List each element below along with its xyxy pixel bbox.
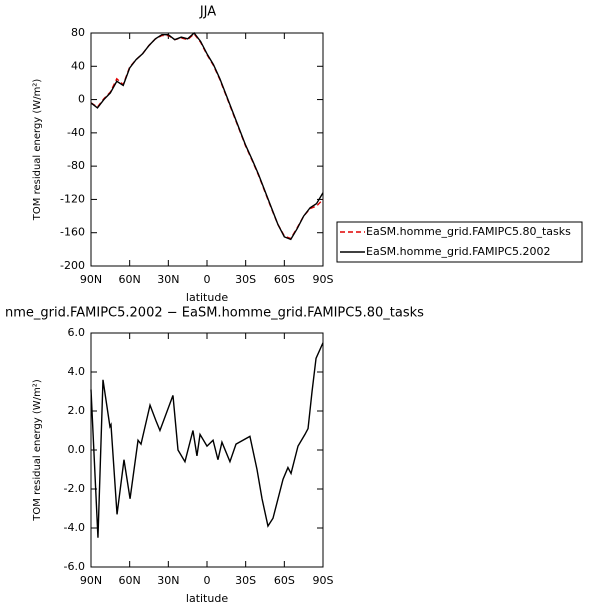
y-tick-label: 80 — [71, 26, 85, 39]
x-tick-label: 30S — [235, 273, 256, 286]
legend-label: EaSM.homme_grid.FAMIPC5.2002 — [366, 245, 550, 258]
y-axis-label: TOM residual energy (W/m²) — [32, 379, 43, 522]
y-tick-label: -2.0 — [64, 482, 85, 495]
y-tick-label: 4.0 — [68, 365, 86, 378]
y-tick-label: 0 — [78, 93, 85, 106]
y-tick-label: 0.0 — [68, 443, 86, 456]
y-tick-label: -4.0 — [64, 521, 85, 534]
x-tick-label: 60N — [119, 574, 141, 587]
plot-frame — [90, 332, 324, 568]
x-axis-label: latitude — [186, 592, 228, 605]
y-tick-label: 2.0 — [68, 404, 86, 417]
y-tick-label: -6.0 — [64, 560, 85, 573]
x-tick-label: 90S — [313, 574, 334, 587]
x-tick-label: 30S — [235, 574, 256, 587]
chart-title: nme_grid.FAMIPC5.2002 − EaSM.homme_grid.… — [5, 306, 424, 321]
data-line — [90, 342, 324, 538]
chart-title: JJA — [199, 5, 216, 20]
data-line — [90, 31, 324, 241]
x-tick-label: 0 — [204, 273, 211, 286]
x-tick-label: 60N — [119, 273, 141, 286]
x-tick-label: 30N — [157, 574, 179, 587]
y-tick-label: -80 — [67, 159, 85, 172]
plot-frame — [90, 32, 324, 267]
x-axis-label: latitude — [186, 291, 228, 304]
y-tick-label: -120 — [60, 192, 85, 205]
x-tick-label: 0 — [204, 574, 211, 587]
x-tick-label: 90S — [313, 273, 334, 286]
x-tick-label: 30N — [157, 273, 179, 286]
data-line — [90, 32, 324, 240]
legend-label: EaSM.homme_grid.FAMIPC5.80_tasks — [366, 225, 571, 238]
y-tick-label: -160 — [60, 226, 85, 239]
x-tick-label: 90N — [80, 574, 102, 587]
y-tick-label: 6.0 — [68, 326, 86, 339]
y-axis-label: TOM residual energy (W/m²) — [32, 79, 43, 222]
y-tick-label: -40 — [67, 126, 85, 139]
x-tick-label: 60S — [274, 273, 295, 286]
x-tick-label: 90N — [80, 273, 102, 286]
x-tick-label: 60S — [274, 574, 295, 587]
legend-box — [336, 221, 583, 263]
y-tick-label: -200 — [60, 259, 85, 272]
y-tick-label: 40 — [71, 59, 85, 72]
